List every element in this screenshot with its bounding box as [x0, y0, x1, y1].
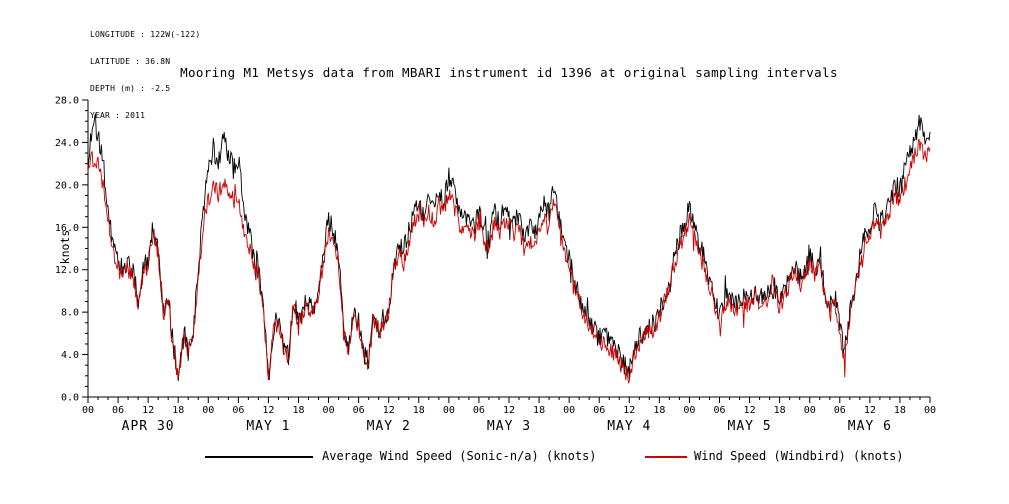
- legend-label-windbird: Wind Speed (Windbird) (knots): [694, 449, 904, 463]
- day-label: MAY 6: [848, 419, 892, 434]
- x-tick-label: 12: [744, 405, 756, 416]
- x-tick-label: 18: [172, 405, 184, 416]
- legend: Average Wind Speed (Sonic-n/a) (knots) W…: [0, 447, 1009, 469]
- y-tick-label: 20.0: [55, 180, 79, 191]
- x-tick-label: 12: [503, 405, 515, 416]
- x-tick-label: 06: [353, 405, 365, 416]
- x-tick-label: 00: [683, 405, 695, 416]
- legend-label-sonic: Average Wind Speed (Sonic-n/a) (knots): [322, 449, 597, 463]
- day-label: MAY 4: [607, 419, 651, 434]
- y-tick-label: 12.0: [55, 265, 79, 276]
- day-label: APR 30: [122, 419, 175, 434]
- x-tick-label: 18: [653, 405, 665, 416]
- x-tick-label: 12: [623, 405, 635, 416]
- y-tick-label: 4.0: [61, 350, 79, 361]
- y-tick-label: 28.0: [55, 96, 79, 107]
- x-tick-label: 12: [864, 405, 876, 416]
- x-tick-label: 18: [292, 405, 304, 416]
- meta-depth: DEPTH (m) : -2.5: [90, 84, 171, 93]
- x-tick-label: 00: [443, 405, 455, 416]
- axes: [82, 99, 931, 403]
- legend-line-windbird: [645, 456, 687, 458]
- x-tick-label: 00: [563, 405, 575, 416]
- station-metadata: LONGITUDE : 122W(-122) LATITUDE : 36.8N …: [90, 12, 200, 138]
- x-tick-label: 12: [383, 405, 395, 416]
- x-tick-label: 06: [593, 405, 605, 416]
- day-label: MAY 1: [246, 419, 290, 434]
- x-tick-label: 00: [82, 405, 94, 416]
- x-tick-label: 00: [924, 405, 936, 416]
- day-label: MAY 5: [728, 419, 772, 434]
- series-sonic-line: [87, 113, 931, 382]
- y-tick-label: 24.0: [55, 138, 79, 149]
- day-label: MAY 3: [487, 419, 531, 434]
- day-label: MAY 2: [367, 419, 411, 434]
- y-tick-label: 16.0: [55, 223, 79, 234]
- x-tick-label: 06: [834, 405, 846, 416]
- legend-line-sonic: [205, 456, 313, 458]
- x-tick-label: 00: [202, 405, 214, 416]
- meta-year: YEAR : 2011: [90, 111, 146, 120]
- x-tick-label: 06: [713, 405, 725, 416]
- meta-latitude: LATITUDE : 36.8N: [90, 57, 171, 66]
- x-tick-label: 00: [323, 405, 335, 416]
- axis-labels: 0.0 4.0 8.0 12.0 16.0 20.0 24.0 28.0 00 06 12 18 00 0…: [55, 96, 936, 435]
- x-tick-label: 12: [142, 405, 154, 416]
- y-tick-label: 8.0: [61, 308, 79, 319]
- chart-title: Mooring M1 Metsys data from MBARI instru…: [180, 65, 838, 80]
- x-tick-label: 06: [232, 405, 244, 416]
- x-tick-label: 18: [774, 405, 786, 416]
- x-tick-label: 12: [262, 405, 274, 416]
- meta-longitude: LONGITUDE : 122W(-122): [90, 30, 201, 39]
- x-tick-label: 18: [413, 405, 425, 416]
- x-tick-label: 18: [894, 405, 906, 416]
- x-tick-label: 00: [804, 405, 816, 416]
- series-windbird-line: [87, 138, 931, 384]
- x-tick-label: 18: [533, 405, 545, 416]
- x-tick-label: 06: [473, 405, 485, 416]
- x-tick-label: 06: [112, 405, 124, 416]
- y-tick-label: 0.0: [61, 393, 79, 404]
